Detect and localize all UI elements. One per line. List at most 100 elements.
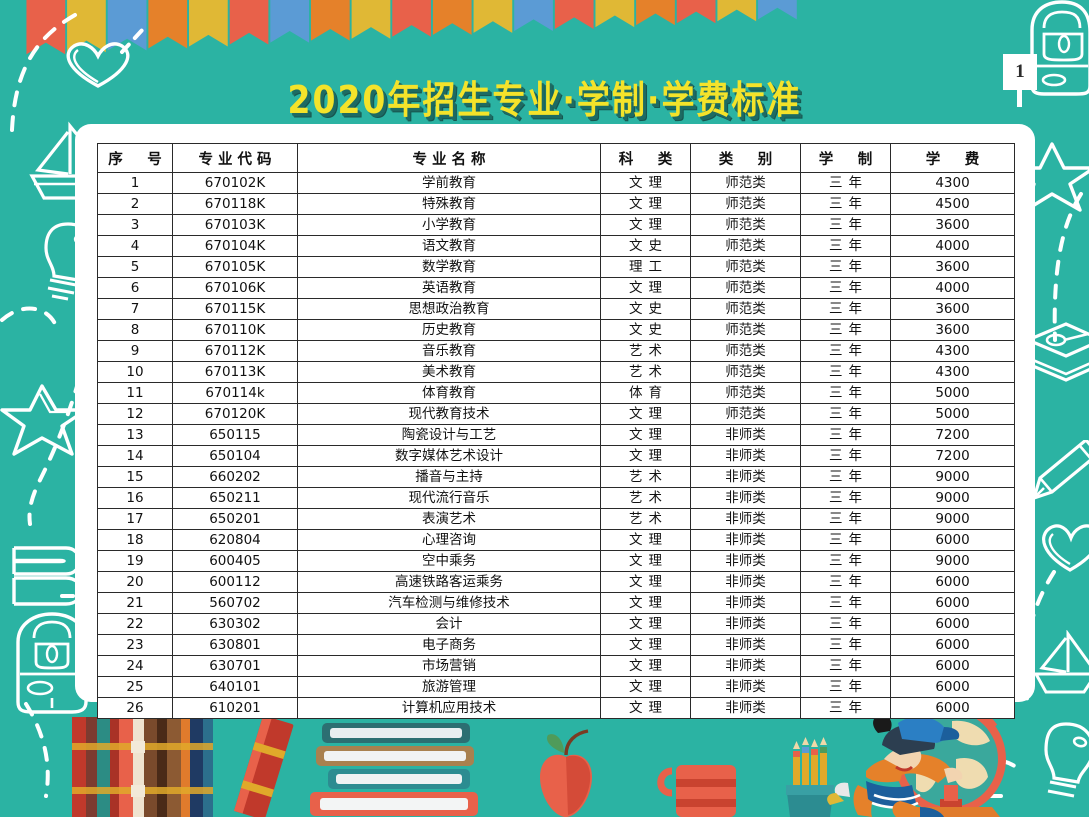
cell-name: 播音与主持 — [297, 466, 601, 488]
bunting-flag — [148, 0, 188, 49]
bunting-flag — [717, 0, 757, 22]
cell-code: 670106K — [172, 277, 298, 299]
table-row: 5 670105K 数学教育 理工 师范类 三年 3600 — [97, 256, 1015, 278]
pencil-cup-icon — [786, 737, 834, 817]
cell-length: 三年 — [800, 487, 891, 509]
book-stack-icon — [310, 723, 478, 816]
table-row: 3 670103K 小学教育 文理 师范类 三年 3600 — [97, 214, 1015, 236]
cell-name: 汽车检测与维修技术 — [297, 592, 601, 614]
cell-index: 26 — [97, 697, 173, 719]
cell-subject: 文史 — [600, 319, 691, 341]
apple-icon — [540, 729, 592, 817]
cell-fee: 3600 — [890, 319, 1015, 341]
table-row: 6 670106K 英语教育 文理 师范类 三年 4000 — [97, 277, 1015, 299]
cell-index: 16 — [97, 487, 173, 509]
cell-index: 23 — [97, 634, 173, 656]
cell-length: 三年 — [800, 172, 891, 194]
cell-code: 670103K — [172, 214, 298, 236]
cell-fee: 6000 — [890, 592, 1015, 614]
table-row: 12 670120K 现代教育技术 文理 师范类 三年 5000 — [97, 403, 1015, 425]
cell-index: 25 — [97, 676, 173, 698]
cell-index: 5 — [97, 256, 173, 278]
table-row: 9 670112K 音乐教育 艺术 师范类 三年 4300 — [97, 340, 1015, 362]
cell-index: 6 — [97, 277, 173, 299]
cell-subject: 文理 — [600, 529, 691, 551]
cell-code: 600112 — [172, 571, 298, 593]
table-row: 7 670115K 思想政治教育 文史 师范类 三年 3600 — [97, 298, 1015, 320]
cell-fee: 3600 — [890, 298, 1015, 320]
dashed-curve-right — [1052, 192, 1083, 342]
cell-index: 13 — [97, 424, 173, 446]
cell-category: 非师类 — [690, 508, 801, 530]
bunting-flag — [351, 0, 391, 39]
table-row: 24 630701 市场营销 文理 非师类 三年 6000 — [97, 655, 1015, 677]
col-header-fee: 学 费 — [890, 143, 1015, 173]
cell-name: 陶瓷设计与工艺 — [297, 424, 601, 446]
bunting-flag — [554, 0, 594, 30]
table-row: 26 610201 计算机应用技术 文理 非师类 三年 6000 — [97, 697, 1015, 719]
cell-code: 650115 — [172, 424, 298, 446]
table-header-row: 序 号 专业代码 专业名称 科 类 类 别 学 制 学 费 — [97, 143, 1015, 173]
table-row: 8 670110K 历史教育 文史 师范类 三年 3600 — [97, 319, 1015, 341]
cell-length: 三年 — [800, 634, 891, 656]
cell-name: 空中乘务 — [297, 550, 601, 572]
page-badge-stem — [1017, 90, 1022, 107]
page-title: 2020年招生专业·学制·学费标准 — [287, 77, 802, 123]
cell-category: 师范类 — [690, 214, 801, 236]
bunting-flag — [26, 0, 66, 55]
cell-code: 670118K — [172, 193, 298, 215]
cell-index: 14 — [97, 445, 173, 467]
cell-name: 现代教育技术 — [297, 403, 601, 425]
cell-name: 现代流行音乐 — [297, 487, 601, 509]
cell-name: 计算机应用技术 — [297, 697, 601, 719]
table-row: 21 560702 汽车检测与维修技术 文理 非师类 三年 6000 — [97, 592, 1015, 614]
cell-subject: 文理 — [600, 550, 691, 572]
cell-fee: 9000 — [890, 466, 1015, 488]
cell-name: 语文教育 — [297, 235, 601, 257]
cell-name: 思想政治教育 — [297, 298, 601, 320]
cell-code: 650211 — [172, 487, 298, 509]
cell-length: 三年 — [800, 424, 891, 446]
bottom-illustration-strip — [72, 701, 1006, 817]
cell-subject: 文理 — [600, 214, 691, 236]
cell-fee: 7200 — [890, 424, 1015, 446]
table-row: 2 670118K 特殊教育 文理 师范类 三年 4500 — [97, 193, 1015, 215]
cell-length: 三年 — [800, 256, 891, 278]
cell-index: 20 — [97, 571, 173, 593]
cell-length: 三年 — [800, 193, 891, 215]
cell-fee: 9000 — [890, 550, 1015, 572]
cell-category: 师范类 — [690, 172, 801, 194]
cell-fee: 6000 — [890, 613, 1015, 635]
bunting-flag — [270, 0, 310, 43]
col-header-index: 序 号 — [97, 143, 173, 173]
graduation-cap-icon — [1026, 322, 1089, 382]
cell-fee: 6000 — [890, 655, 1015, 677]
cell-length: 三年 — [800, 298, 891, 320]
majors-table-body: 1 670102K 学前教育 文理 师范类 三年 4300 2 670118K 特殊教育 文理 师范类… — [97, 172, 1015, 719]
cell-index: 9 — [97, 340, 173, 362]
cell-code: 650201 — [172, 508, 298, 530]
cell-name: 电子商务 — [297, 634, 601, 656]
cell-length: 三年 — [800, 214, 891, 236]
cell-fee: 4300 — [890, 361, 1015, 383]
cell-fee: 9000 — [890, 487, 1015, 509]
cell-name: 心理咨询 — [297, 529, 601, 551]
bunting-flag — [595, 0, 635, 28]
cell-index: 24 — [97, 655, 173, 677]
cell-category: 师范类 — [690, 298, 801, 320]
bunting-flag — [514, 0, 553, 31]
bunting-flag — [432, 0, 472, 35]
cell-name: 体育教育 — [297, 382, 601, 404]
table-row: 20 600112 高速铁路客运乘务 文理 非师类 三年 6000 — [97, 571, 1015, 593]
cell-category: 非师类 — [690, 655, 801, 677]
cell-fee: 6000 — [890, 529, 1015, 551]
cell-name: 学前教育 — [297, 172, 601, 194]
cell-length: 三年 — [800, 382, 891, 404]
cell-subject: 文理 — [600, 571, 691, 593]
cell-code: 630801 — [172, 634, 298, 656]
cell-index: 8 — [97, 319, 173, 341]
cell-fee: 5000 — [890, 382, 1015, 404]
cell-subject: 艺术 — [600, 487, 691, 509]
table-row: 17 650201 表演艺术 艺术 非师类 三年 9000 — [97, 508, 1015, 530]
page-title-wrap: 2020年招生专业·学制·学费标准 — [0, 73, 1089, 122]
